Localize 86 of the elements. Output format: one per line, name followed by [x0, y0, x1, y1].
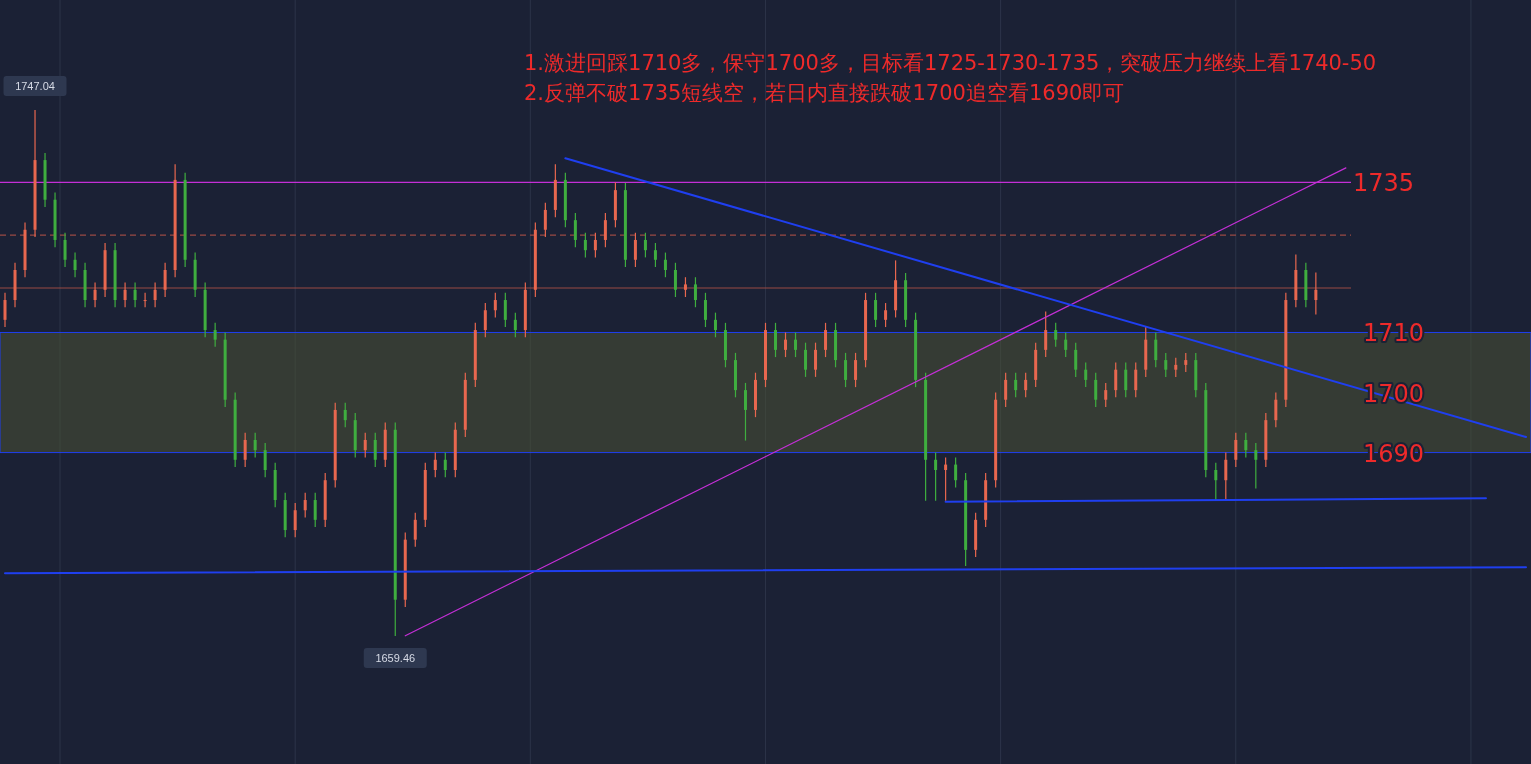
- text: 1.激进回踩1710多，保守1700多，目标看1725-1730-1735，突破压力继续上看1740-50: [524, 51, 1377, 75]
- candlestick: [1024, 372, 1028, 398]
- candlestick: [1094, 372, 1098, 408]
- candlestick: [573, 212, 577, 248]
- candlestick: [1314, 271, 1318, 316]
- candlestick: [263, 442, 267, 478]
- candlestick: [1244, 432, 1248, 458]
- candlestick: [583, 232, 587, 258]
- candlestick: [593, 232, 597, 258]
- candlestick: [653, 242, 657, 268]
- candlestick: [293, 502, 297, 538]
- candlestick: [123, 282, 127, 308]
- candlestick: [1004, 372, 1008, 408]
- candlestick: [884, 302, 888, 328]
- candlestick: [1074, 342, 1078, 378]
- candlestick: [1154, 331, 1158, 368]
- candlestick: [343, 402, 347, 428]
- candlestick: [1174, 357, 1178, 378]
- candlestick: [794, 331, 798, 358]
- candlestick: [503, 292, 507, 328]
- candlestick: [163, 262, 167, 298]
- candlestick: [774, 322, 778, 358]
- candlestick: [1224, 451, 1228, 502]
- candlestick: [213, 322, 217, 348]
- candlestick: [73, 251, 77, 278]
- text: 2.反弹不破1735短线空，若日内直接跌破1700追空看1690即可: [524, 81, 1125, 105]
- candlestick: [1064, 331, 1068, 358]
- candlestick: [874, 292, 878, 328]
- candlestick: [764, 322, 767, 388]
- candlestick: [673, 262, 677, 298]
- candlestick: [743, 382, 747, 442]
- candlestick: [753, 372, 757, 418]
- candlestick: [1104, 382, 1108, 408]
- candlestick: [1054, 322, 1058, 348]
- candlestick: [253, 432, 257, 458]
- candlestick: [483, 302, 487, 338]
- candlestick: [1014, 372, 1018, 398]
- candlestick: [493, 292, 497, 319]
- candlestick: [1254, 442, 1258, 490]
- candlestick: [443, 451, 447, 478]
- candlestick: [513, 312, 517, 338]
- candlestick: [153, 282, 157, 308]
- candlestick: [313, 492, 317, 528]
- candlestick: [433, 451, 437, 478]
- candlestick: [944, 456, 948, 502]
- candlestick: [243, 432, 247, 468]
- candlestick: [93, 282, 97, 308]
- candlestick: [814, 342, 818, 378]
- candlestick: [713, 312, 717, 338]
- candlestick: [693, 276, 697, 308]
- candlestick: [363, 432, 367, 458]
- candlestick: [1214, 462, 1218, 502]
- candlestick: [1124, 361, 1128, 398]
- candlestick: [1044, 310, 1048, 358]
- candlestick: [543, 202, 547, 238]
- candlestick: [143, 292, 147, 308]
- candlestick: [373, 432, 377, 468]
- candlestick: [1084, 361, 1088, 388]
- candlestick: [824, 322, 828, 358]
- candlestick: [1184, 352, 1188, 373]
- candlestick: [1164, 352, 1168, 378]
- candlestick: [663, 251, 667, 278]
- candlestick: [133, 282, 137, 308]
- candlestick: [603, 212, 607, 248]
- candlestick: [854, 352, 858, 388]
- candlestick: [1114, 361, 1118, 398]
- candlestick: [733, 352, 737, 398]
- candlestick: [413, 512, 417, 548]
- candlestick: [954, 456, 958, 489]
- ref-line-label: 1735: [1353, 169, 1415, 198]
- candlestick: [784, 331, 788, 358]
- candlestick: [633, 232, 637, 268]
- candlestick: [804, 342, 808, 378]
- annotation: 1747.04: [15, 80, 55, 92]
- candlestick: [303, 492, 307, 519]
- candlestick: [63, 232, 67, 268]
- candlestick: [1274, 391, 1278, 428]
- candlestick: [934, 451, 938, 502]
- candlestick: [844, 352, 848, 388]
- candlestick: [703, 292, 707, 328]
- candlestick: [1134, 361, 1138, 398]
- candlestick: [3, 292, 7, 328]
- annotation: 1659.46: [375, 652, 416, 664]
- candlestick: [1234, 432, 1238, 468]
- candlestick: [683, 276, 687, 298]
- candlestick: [643, 232, 647, 258]
